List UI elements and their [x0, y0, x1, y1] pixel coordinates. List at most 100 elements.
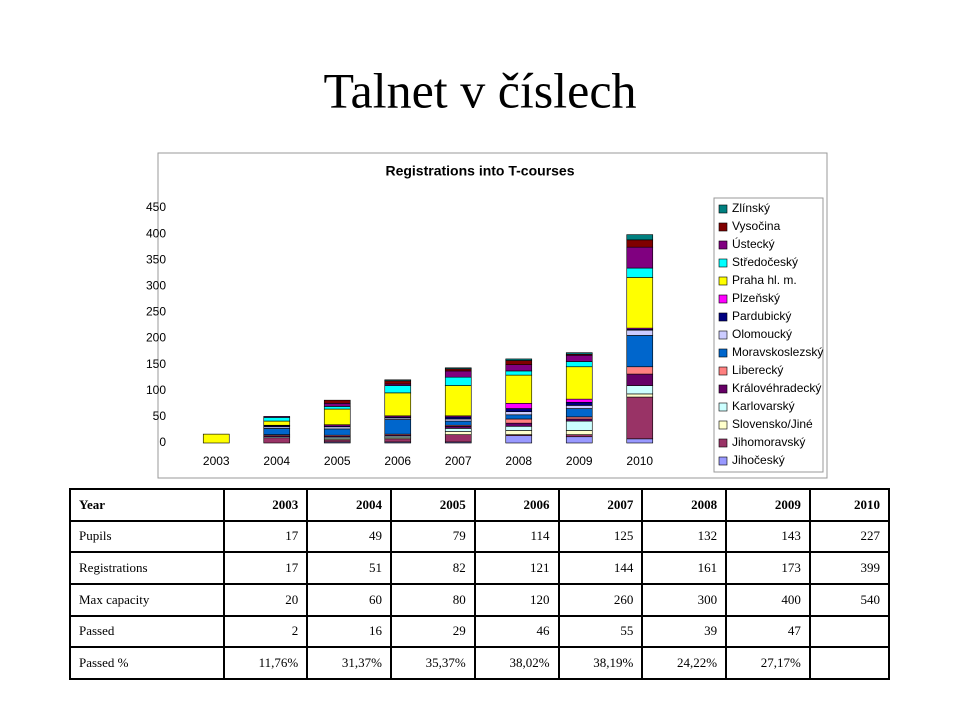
slide-title: Talnet v číslech [323, 62, 636, 118]
bar-segment [384, 392, 412, 417]
table-cell: 17 [222, 551, 309, 585]
legend-swatch [718, 294, 728, 304]
bar-segment [505, 374, 533, 404]
table-row: Year 2003 2004 2005 2006 2007 2008 2009 2010 [69, 488, 891, 522]
bar-segment [505, 358, 533, 361]
table-cell: 55 [557, 614, 644, 649]
table-cell: 132 [641, 519, 728, 554]
table-cell: 300 [641, 582, 728, 617]
table-cell: 80 [389, 582, 476, 617]
bar-segment [626, 373, 654, 386]
bar-segment [565, 354, 593, 362]
y-tick-label: 150 [146, 357, 166, 371]
y-tick-label: 300 [146, 279, 166, 293]
legend-swatch [718, 276, 728, 286]
bar-segment [444, 418, 472, 422]
table-cell: 2005 [389, 488, 476, 522]
y-tick-label: 50 [153, 409, 167, 423]
bar-segment [444, 367, 472, 370]
bar-segment [565, 398, 593, 403]
table-row: Max capacity 20 60 80 120 260 300 400 540 [69, 582, 891, 617]
bar-segment [505, 403, 533, 409]
bar-segment [565, 408, 593, 418]
bar-segment [444, 368, 472, 372]
legend-swatch [718, 204, 728, 214]
bar-segment [263, 437, 291, 444]
x-tick-label: 2009 [566, 454, 593, 468]
table-cell: 2007 [557, 488, 644, 522]
legend-swatch [718, 330, 728, 340]
bar-segment [565, 361, 593, 368]
bar-segment [505, 414, 533, 420]
table-cell: 2010 [808, 488, 891, 522]
bar-segment [444, 376, 472, 386]
y-tick-label: 200 [146, 331, 166, 345]
legend-swatch [718, 384, 728, 394]
table-cell: 38,02% [473, 646, 560, 680]
x-tick-label: 2008 [505, 454, 532, 468]
table-cell: Registrations [69, 551, 225, 585]
bar-segment [505, 411, 533, 416]
x-tick-label: 2004 [263, 454, 290, 468]
bar-segment [626, 393, 654, 398]
bar-segment [565, 436, 593, 444]
table-cell: Year [69, 488, 225, 522]
bar-segment [565, 418, 593, 422]
table-cell [808, 614, 891, 649]
bar-segment [444, 425, 472, 429]
legend-frame [713, 197, 824, 473]
legend-swatch [718, 438, 728, 448]
table-cell: Pupils [69, 519, 225, 554]
table-cell: 51 [306, 551, 392, 585]
legend-label: Královéhradecký [732, 381, 821, 395]
table-cell: 47 [725, 614, 811, 649]
bar-segment [505, 360, 533, 365]
bar-segment [626, 277, 654, 329]
table-cell: 46 [473, 614, 560, 649]
table-cell: Passed [69, 614, 225, 649]
legend-label: Středočeský [732, 255, 798, 269]
bar-segment [444, 434, 472, 443]
bar-segment [565, 366, 593, 400]
bar-segment [384, 379, 412, 382]
table-cell: 143 [725, 519, 811, 554]
table-cell: Max capacity [69, 582, 225, 617]
table-cell: 2006 [473, 488, 560, 522]
bar-segment [323, 408, 351, 426]
bar-segment [323, 428, 351, 436]
table-row: Passed % 11,76% 31,37% 35,37% 38,02% 38,19% 24… [69, 646, 891, 680]
bar-segment [444, 370, 472, 378]
table-cell: 60 [306, 582, 392, 617]
bar-segment [444, 416, 472, 420]
bar-segment [444, 428, 472, 432]
table-cell: 120 [473, 582, 560, 617]
table-cell: 2 [222, 614, 309, 649]
table-cell: 20 [222, 582, 309, 617]
x-tick-label: 2007 [445, 454, 472, 468]
bar-segment [263, 420, 291, 426]
table-cell: 144 [557, 551, 644, 585]
legend-label: Plzeňský [732, 291, 780, 305]
legend-swatch [718, 222, 728, 232]
bar-segment [626, 329, 654, 336]
legend-label: Ústecký [732, 236, 775, 251]
bar-segment [323, 406, 351, 410]
table-cell: 2004 [306, 488, 392, 522]
bar-segment [565, 430, 593, 435]
table-cell: 35,37% [389, 646, 476, 680]
bar-segment [384, 419, 412, 435]
x-tick-label: 2006 [384, 454, 411, 468]
bar-segment [263, 416, 291, 418]
bar-segment [626, 246, 654, 269]
table-cell: 31,37% [306, 646, 392, 680]
legend-label: Jihočeský [732, 453, 785, 467]
legend-label: Praha hl. m. [732, 273, 797, 287]
bar-segment [626, 396, 654, 440]
chart-title: Registrations into T-courses [385, 163, 574, 179]
legend-label: Pardubický [732, 309, 791, 323]
bar-segment [626, 438, 654, 444]
data-table: Year 2003 2004 2005 2006 2007 2008 2009 2010 Pupi… [69, 488, 891, 680]
y-tick-label: 100 [146, 383, 166, 397]
bar-segment [505, 408, 533, 412]
